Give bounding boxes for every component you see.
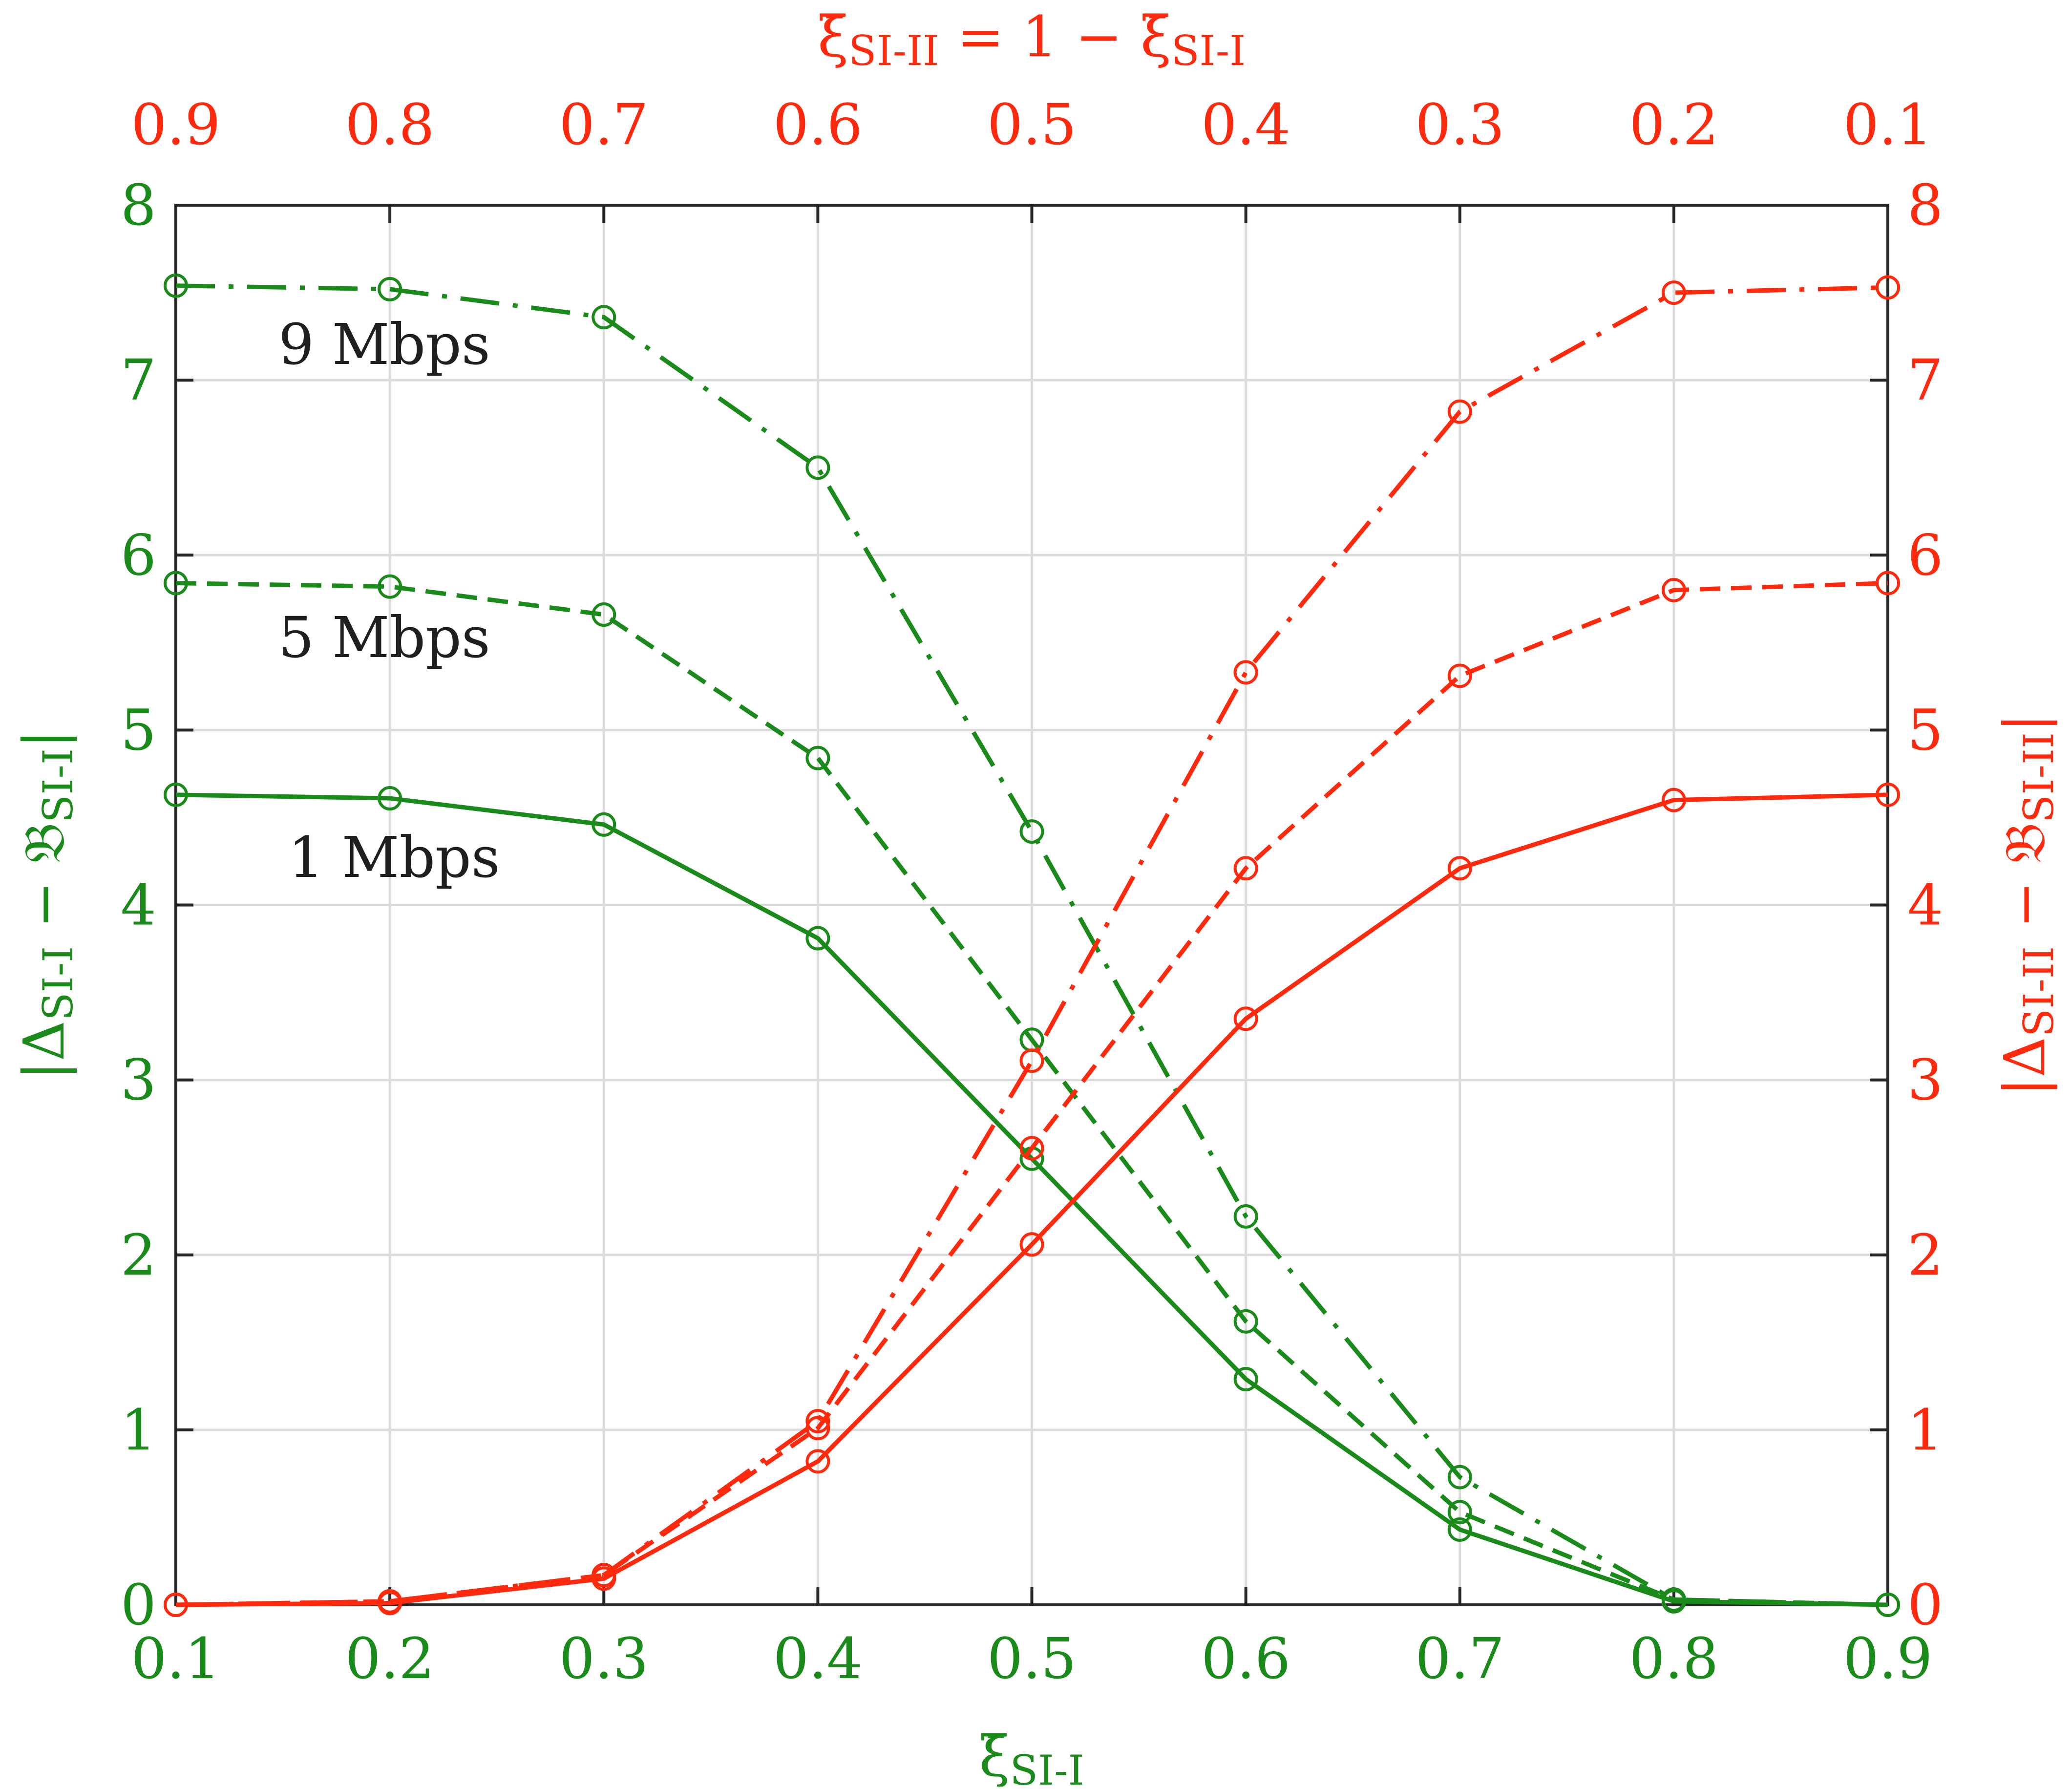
- left-y-tick-label: 1: [121, 1398, 156, 1463]
- x-tick-label: 0.7: [1415, 1626, 1504, 1692]
- data-point-marker: [1447, 399, 1472, 424]
- data-point-marker: [1876, 782, 1900, 807]
- annotation-9-mbps: 9 Mbps: [278, 312, 490, 378]
- data-point-marker: [1233, 856, 1258, 881]
- top-x-tick-label: 0.3: [1415, 92, 1504, 158]
- top-x-axis-title: ξ̄SI-II = 1 − ξ̄SI-I: [818, 4, 1246, 75]
- x-tick-label: 0.2: [345, 1626, 435, 1692]
- data-point-marker: [592, 305, 616, 330]
- data-point-marker: [1661, 577, 1686, 602]
- data-point-marker: [164, 571, 188, 596]
- annotation-5-mbps: 5 Mbps: [278, 605, 490, 671]
- data-point-marker: [1447, 663, 1472, 688]
- top-x-tick-label: 0.5: [987, 92, 1077, 158]
- data-point-marker: [1876, 571, 1900, 596]
- right-y-tick-label: 3: [1907, 1048, 1943, 1113]
- series-line-right-5-mbps: [175, 581, 1888, 1607]
- data-point-marker: [1019, 1232, 1044, 1257]
- x-tick-label: 0.1: [131, 1626, 221, 1692]
- x-tick-label: 0.5: [987, 1626, 1077, 1692]
- data-point-marker: [378, 277, 402, 301]
- data-point-marker: [1019, 1048, 1044, 1073]
- data-point-marker: [164, 782, 188, 807]
- data-point-marker: [1447, 1465, 1472, 1490]
- x-tick-label: 0.3: [559, 1626, 649, 1692]
- data-point-marker: [1661, 788, 1686, 812]
- top-x-tick-label: 0.7: [559, 92, 649, 158]
- data-point-marker: [1233, 1006, 1258, 1031]
- data-point-marker: [1233, 1204, 1258, 1229]
- left-y-axis-title: |ΔSI-I − 𝔅SI-I|: [12, 729, 82, 1080]
- grid-layer: [174, 204, 1889, 1606]
- data-point-marker: [805, 926, 830, 951]
- data-point-marker: [805, 455, 830, 480]
- left-y-tick-label: 6: [121, 523, 156, 588]
- right-y-axis-title: |ΔSI-II − 𝔅SI-II|: [1992, 713, 2063, 1096]
- left-y-tick-label: 5: [121, 698, 156, 763]
- data-point-marker: [1233, 1309, 1258, 1334]
- data-point-marker: [1019, 1136, 1044, 1161]
- right-y-tick-label: 2: [1907, 1223, 1943, 1288]
- top-x-tick-label: 0.8: [345, 92, 435, 158]
- data-point-marker: [378, 786, 402, 811]
- right-y-tick-label: 6: [1907, 523, 1943, 588]
- data-point-marker: [164, 1593, 188, 1617]
- right-y-tick-label: 4: [1907, 873, 1943, 938]
- data-point-marker: [1876, 1593, 1900, 1617]
- series-line-left-9-mbps: [175, 283, 1888, 1607]
- data-point-marker: [805, 1416, 830, 1441]
- data-point-marker: [1876, 275, 1900, 300]
- data-point-marker: [1661, 280, 1686, 305]
- series-line-left-5-mbps: [175, 581, 1888, 1607]
- series-line-right-1-mbps: [175, 792, 1888, 1607]
- data-point-marker: [1233, 660, 1258, 685]
- x-axis-title: ξ̄SI-I: [979, 1724, 1084, 1787]
- data-point-marker: [1447, 856, 1472, 881]
- right-y-tick-label: 7: [1907, 348, 1943, 413]
- x-tick-label: 0.8: [1629, 1626, 1718, 1692]
- left-y-tick-label: 4: [121, 873, 156, 938]
- x-tick-label: 0.6: [1201, 1626, 1290, 1692]
- right-y-tick-label: 5: [1907, 698, 1943, 763]
- data-point-marker: [378, 574, 402, 599]
- axis-ticks-layer: 0.1 0.9 0.2 0.8 0.3 0.7 0.4 0.6 0.5 0.5 0.6 0.4 0.7 0…: [121, 92, 1943, 1692]
- top-x-tick-label: 0.6: [773, 92, 863, 158]
- left-y-tick-label: 2: [121, 1223, 156, 1288]
- top-x-tick-label: 0.4: [1201, 92, 1290, 158]
- right-y-tick-label: 0: [1907, 1573, 1943, 1638]
- x-tick-label: 0.9: [1843, 1626, 1933, 1692]
- x-tick-label: 0.4: [773, 1626, 863, 1692]
- right-y-tick-label: 8: [1907, 173, 1943, 238]
- data-point-marker: [378, 1591, 402, 1616]
- data-point-marker: [164, 273, 188, 298]
- left-y-tick-label: 7: [121, 348, 156, 413]
- top-x-tick-label: 0.1: [1843, 92, 1933, 158]
- data-point-marker: [1233, 1367, 1258, 1392]
- data-point-marker: [592, 1566, 616, 1591]
- annotation-1-mbps: 1 Mbps: [288, 825, 500, 891]
- left-y-tick-label: 3: [121, 1048, 156, 1113]
- top-x-tick-label: 0.9: [131, 92, 221, 158]
- left-y-tick-label: 8: [121, 173, 156, 238]
- left-y-tick-label: 0: [121, 1573, 156, 1638]
- data-point-marker: [592, 602, 616, 627]
- data-point-marker: [592, 812, 616, 837]
- series-layer: [164, 273, 1900, 1617]
- data-point-marker: [805, 745, 830, 770]
- data-point-marker: [805, 1449, 830, 1474]
- right-y-tick-label: 1: [1907, 1398, 1943, 1463]
- data-point-marker: [1019, 819, 1044, 844]
- top-x-tick-label: 0.2: [1629, 92, 1718, 158]
- data-point-marker: [1447, 1500, 1472, 1525]
- data-point-marker: [1661, 1589, 1686, 1614]
- data-point-marker: [1447, 1517, 1472, 1542]
- data-point-marker: [805, 1408, 830, 1433]
